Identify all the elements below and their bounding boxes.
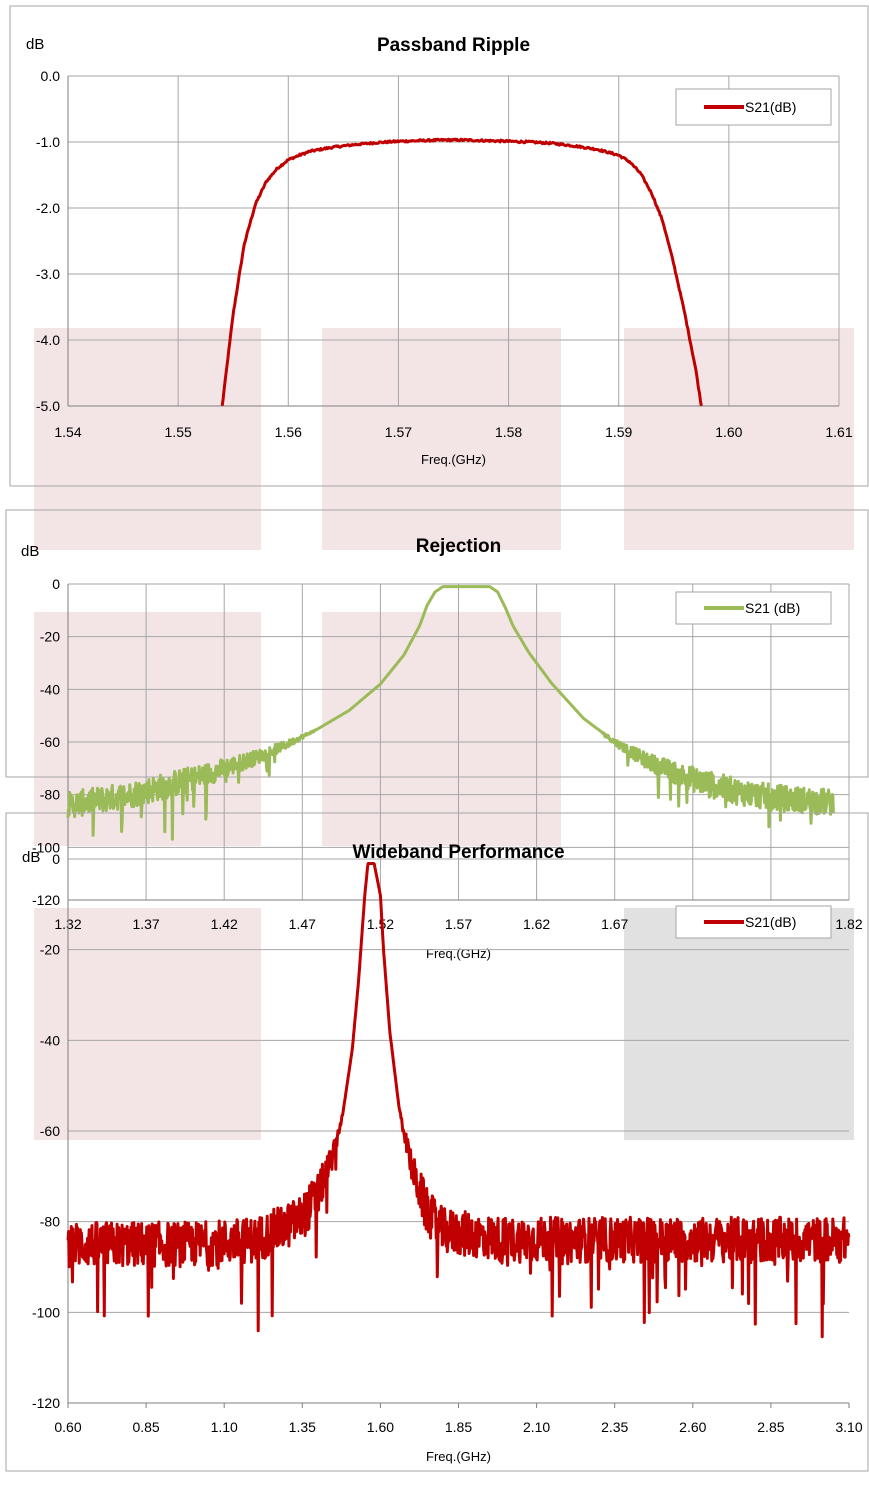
- chart-frame: [5, 509, 869, 778]
- legend-box: [675, 905, 832, 939]
- x-tick-label: 1.82: [835, 916, 862, 932]
- series-line-1: [66, 585, 835, 841]
- y-tick-label: -40: [40, 681, 60, 697]
- legend: S21(dB): [675, 905, 832, 939]
- x-tick-label: 1.62: [523, 916, 550, 932]
- y-tick-label: -80: [40, 787, 60, 803]
- chart-title: Rejection: [416, 536, 502, 557]
- y-tick-label: -20: [40, 629, 60, 645]
- x-axis-label: Freq.(GHz): [426, 946, 491, 961]
- overlay-block-1: [322, 328, 561, 550]
- overlay-block-0: [34, 328, 261, 550]
- x-tick-label: 0.60: [54, 1419, 81, 1435]
- x-axis-label: Freq.(GHz): [426, 1449, 491, 1464]
- chart-title: Passband Ripple: [377, 35, 530, 56]
- x-tick-label: 1.54: [54, 424, 81, 440]
- x-tick-label: 1.67: [601, 916, 628, 932]
- x-tick-label: 1.37: [132, 916, 159, 932]
- x-tick-label: 1.42: [211, 916, 238, 932]
- x-axis-label: Freq.(GHz): [421, 452, 486, 467]
- y-tick-label: 0: [52, 851, 60, 867]
- y-tick-label: -60: [40, 1123, 60, 1139]
- chart-frame: [9, 5, 869, 487]
- x-tick-label: 1.47: [289, 916, 316, 932]
- legend: S21 (dB): [675, 591, 832, 625]
- x-tick-label: 1.61: [825, 424, 852, 440]
- chart-title: Wideband Performance: [352, 842, 564, 863]
- series-line-1: [220, 137, 703, 407]
- overlay-block-6: [624, 908, 854, 1140]
- y-tick-label: -80: [40, 1214, 60, 1230]
- y-tick-label: 0: [52, 576, 60, 592]
- legend-label: S21(dB): [745, 99, 796, 115]
- y-tick-label: -2.0: [36, 200, 60, 216]
- x-tick-label: 2.35: [601, 1419, 628, 1435]
- x-tick-label: 2.10: [523, 1419, 550, 1435]
- chart-1: 0.0 -1.0 -2.0 -3.0 -4.0 -5.0 1.54 1.55 1.56 1.57 1…: [9, 5, 869, 487]
- x-tick-label: 1.57: [445, 916, 472, 932]
- y-tick-label: -100: [32, 839, 60, 855]
- x-tick-label: 1.58: [495, 424, 522, 440]
- y-tick-label: -5.0: [36, 398, 60, 414]
- y-tick-label: -1.0: [36, 134, 60, 150]
- y-tick-label: -4.0: [36, 332, 60, 348]
- x-tick-label: 1.10: [211, 1419, 238, 1435]
- legend: S21(dB): [675, 88, 832, 126]
- chart-3: 0 -20 -40 -60 -80 -100 -120 0.60 0.85 1.10 1.35 1.6…: [5, 812, 869, 1472]
- y-tick-label: -3.0: [36, 266, 60, 282]
- x-tick-label: 0.85: [132, 1419, 159, 1435]
- x-tick-label: 1.55: [165, 424, 192, 440]
- y-tick-label: -60: [40, 734, 60, 750]
- y-tick-label: -120: [32, 892, 60, 908]
- y-axis-label: dB: [21, 543, 39, 560]
- x-tick-label: 1.56: [275, 424, 302, 440]
- legend-label: S21(dB): [745, 914, 796, 930]
- x-tick-label: 1.52: [367, 916, 394, 932]
- legend-box: [675, 591, 832, 625]
- background-overlays: [34, 328, 854, 1140]
- overlay-block-4: [322, 612, 561, 846]
- chart-frame: [5, 812, 869, 1472]
- legend-box: [675, 88, 832, 126]
- y-tick-label: -100: [32, 1304, 60, 1320]
- x-tick-label: 2.85: [757, 1419, 784, 1435]
- overlay-block-2: [624, 328, 854, 550]
- x-tick-label: 1.60: [367, 1419, 394, 1435]
- x-tick-label: 1.57: [385, 424, 412, 440]
- y-tick-label: -20: [40, 942, 60, 958]
- overlay-block-5: [34, 908, 261, 1140]
- x-tick-label: 1.60: [715, 424, 742, 440]
- x-tick-label: 3.10: [835, 1419, 862, 1435]
- series-line-1: [66, 862, 851, 1339]
- legend-label: S21 (dB): [745, 600, 800, 616]
- x-tick-label: 1.35: [289, 1419, 316, 1435]
- y-tick-label: -40: [40, 1032, 60, 1048]
- y-tick-label: 0.0: [41, 68, 61, 84]
- x-tick-label: 1.59: [605, 424, 632, 440]
- x-tick-label: 2.60: [679, 1419, 706, 1435]
- y-axis-label: dB: [22, 849, 40, 866]
- x-tick-label: 1.85: [445, 1419, 472, 1435]
- y-tick-label: -120: [32, 1395, 60, 1411]
- y-axis-label: dB: [26, 36, 44, 53]
